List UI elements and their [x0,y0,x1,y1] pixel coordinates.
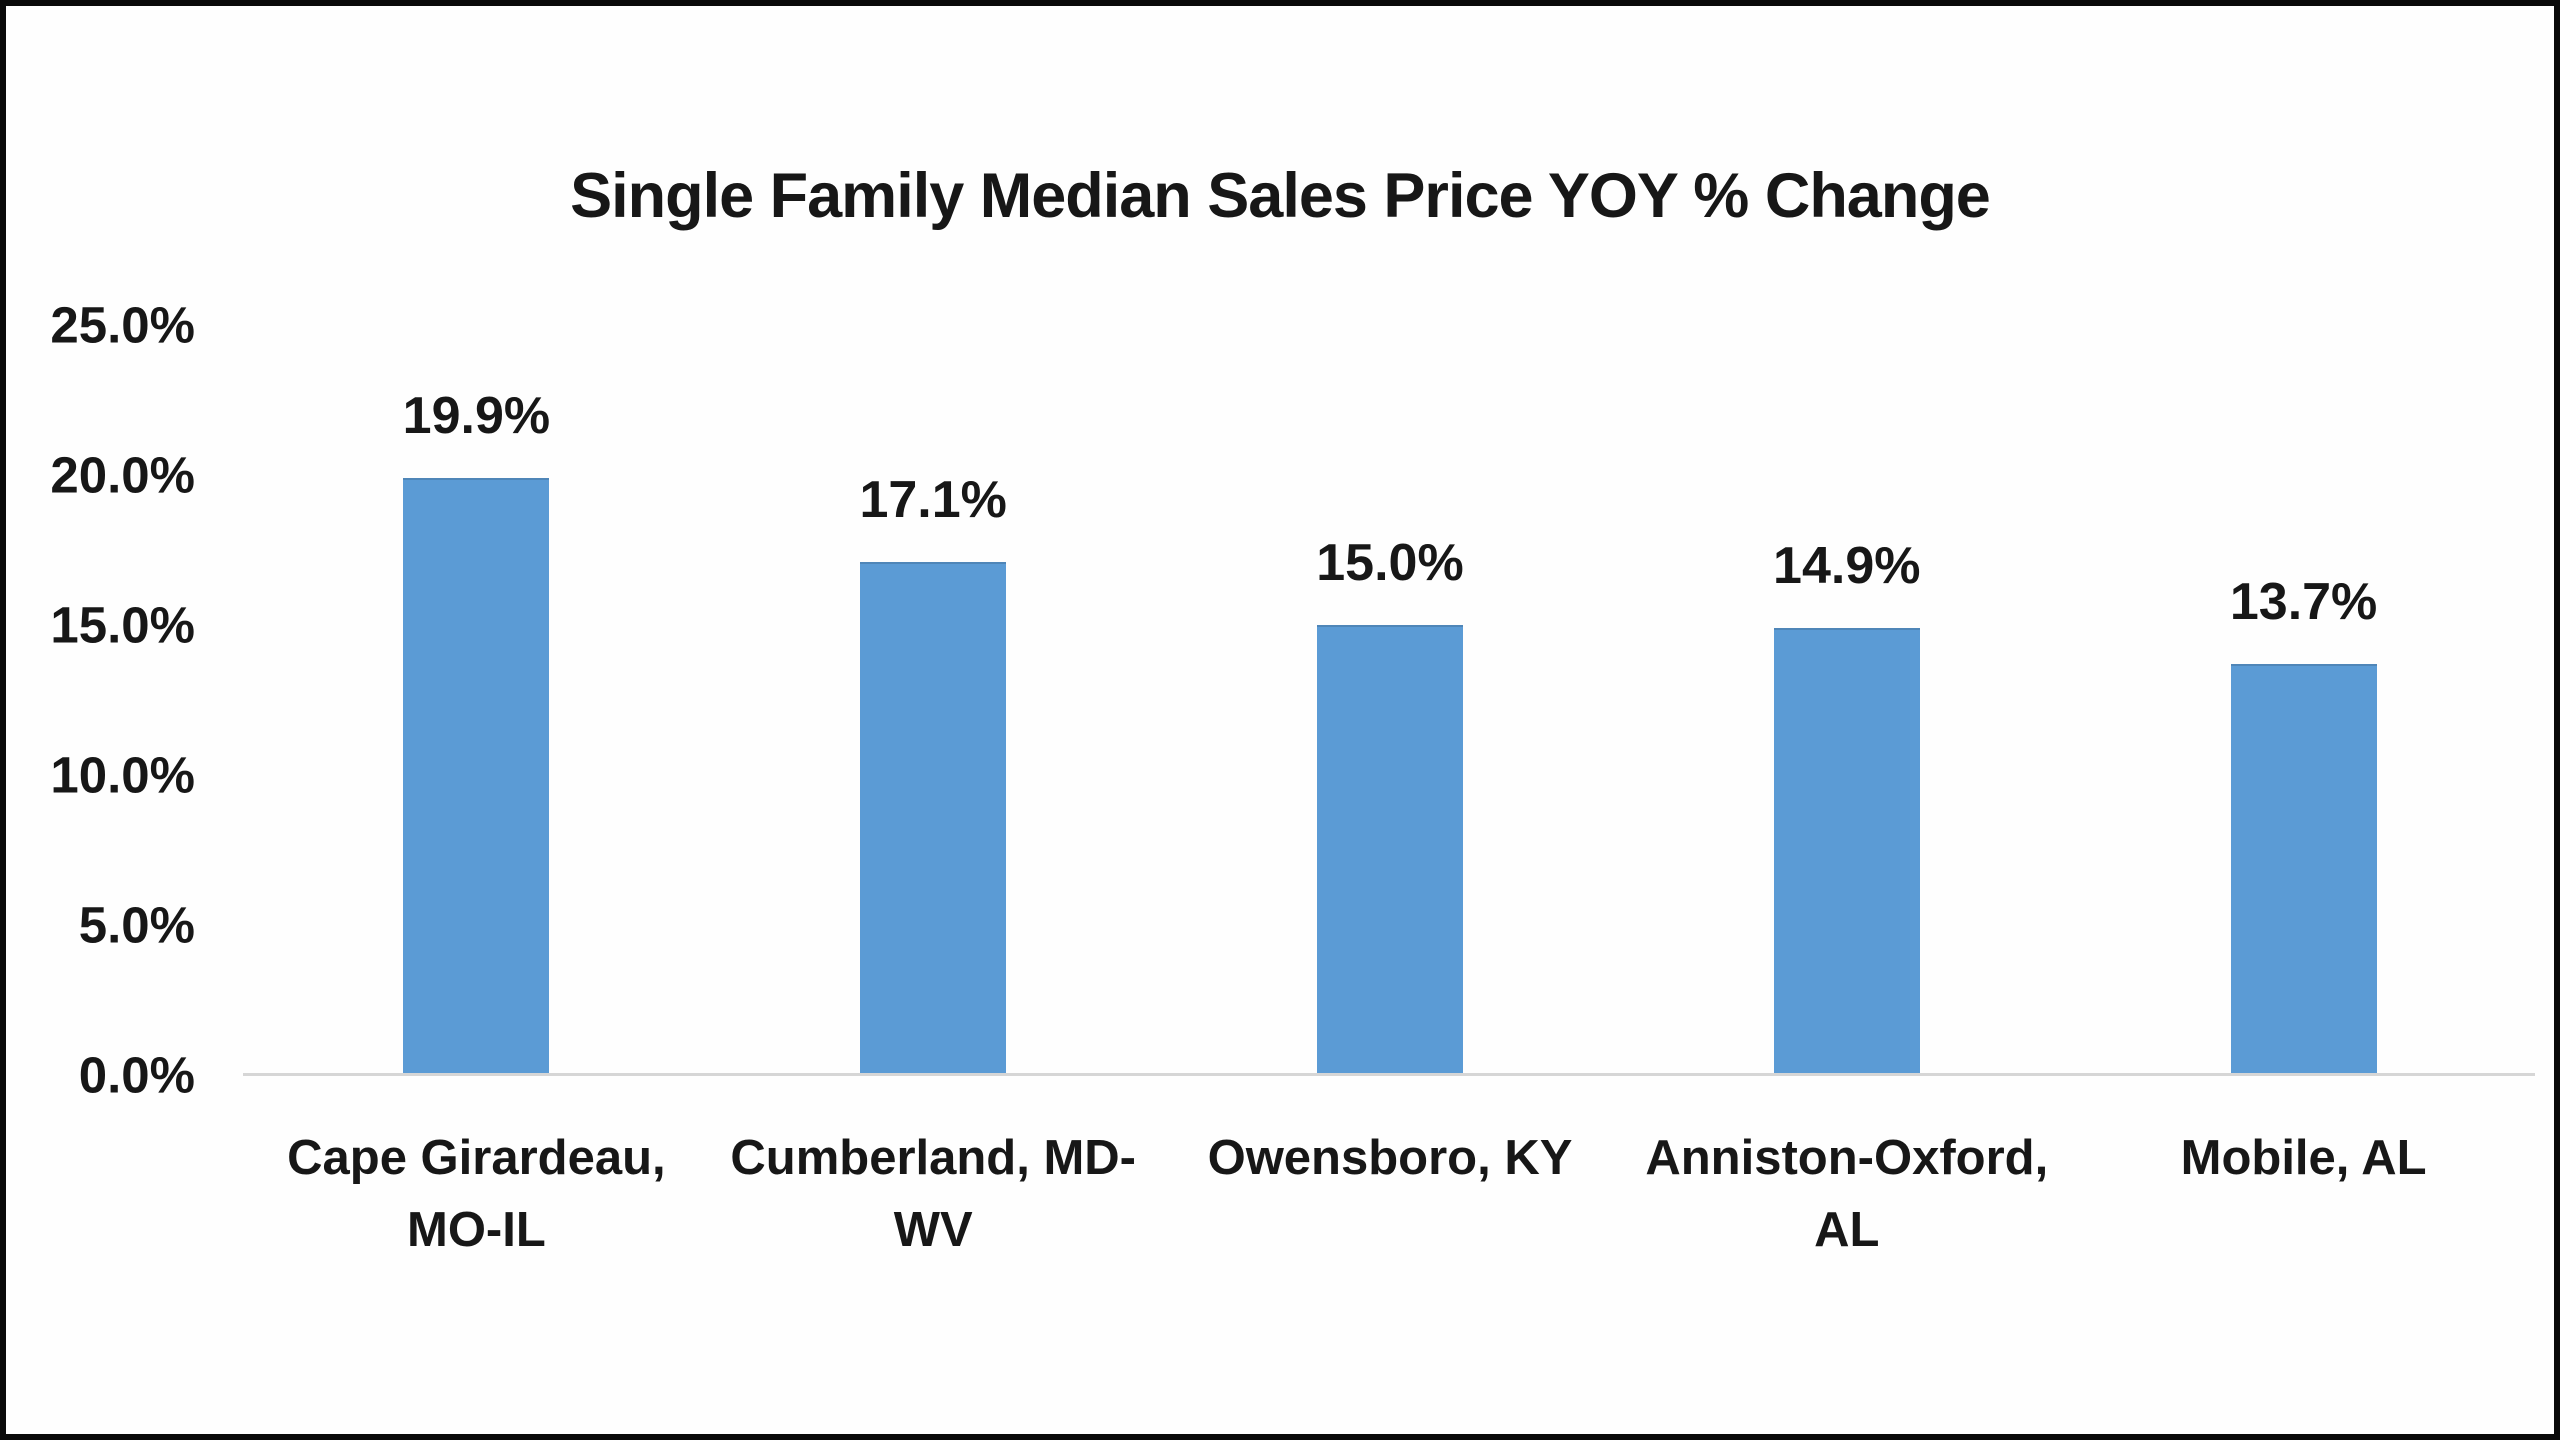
bar-group: 15.0% [1162,325,1619,1075]
category-label-line: Anniston-Oxford, [1645,1131,2049,1185]
category-label-line: AL [1814,1203,1880,1257]
bar-mobile [2230,664,2377,1075]
y-tick-label: 5.0% [78,896,195,954]
y-axis: 25.0% 20.0% 15.0% 10.0% 5.0% 0.0% [0,297,195,1104]
category-label: Anniston-Oxford, AL [1618,1122,2075,1266]
bar-anniston-oxford [1773,628,1920,1075]
bar-value-label: 19.9% [402,387,551,445]
bar-group: 19.9% [248,325,705,1075]
chart-title: Single Family Median Sales Price YOY % C… [570,161,1991,231]
bar-group: 13.7% [2075,325,2532,1075]
y-tick-label: 25.0% [50,296,195,354]
bar-group: 17.1% [705,325,1162,1075]
category-label: Owensboro, KY [1162,1122,1619,1266]
y-tick-label: 0.0% [78,1046,195,1104]
y-tick-label: 10.0% [50,746,195,804]
category-label-line: Owensboro, KY [1207,1131,1573,1185]
bar-owensboro [1316,625,1463,1075]
category-label-line: Cape Girardeau, [287,1131,666,1185]
plot-area: 19.9% 17.1% 15.0% 14.9% 13.7% [248,325,2532,1075]
category-label: Cape Girardeau, MO-IL [248,1122,705,1266]
category-label-line: WV [893,1203,973,1257]
bar-cape-girardeau [403,478,550,1075]
y-tick-label: 15.0% [50,596,195,654]
bar-value-label: 13.7% [2229,573,2378,631]
x-axis-line [243,1073,2535,1076]
category-label-line: MO-IL [407,1203,546,1257]
category-label-line: Cumberland, MD- [730,1131,1136,1185]
bar-group: 14.9% [1618,325,2075,1075]
bar-value-label: 15.0% [1316,534,1464,592]
bar-cumberland [860,562,1007,1075]
y-tick-label: 20.0% [50,446,195,504]
category-label: Cumberland, MD- WV [705,1122,1162,1266]
bar-value-label: 14.9% [1773,537,1921,595]
bar-value-label: 17.1% [859,471,1007,529]
category-label: Mobile, AL [2075,1122,2532,1266]
x-axis-labels: Cape Girardeau, MO-IL Cumberland, MD- WV… [248,1122,2532,1266]
category-label-line: Mobile, AL [2180,1131,2427,1185]
